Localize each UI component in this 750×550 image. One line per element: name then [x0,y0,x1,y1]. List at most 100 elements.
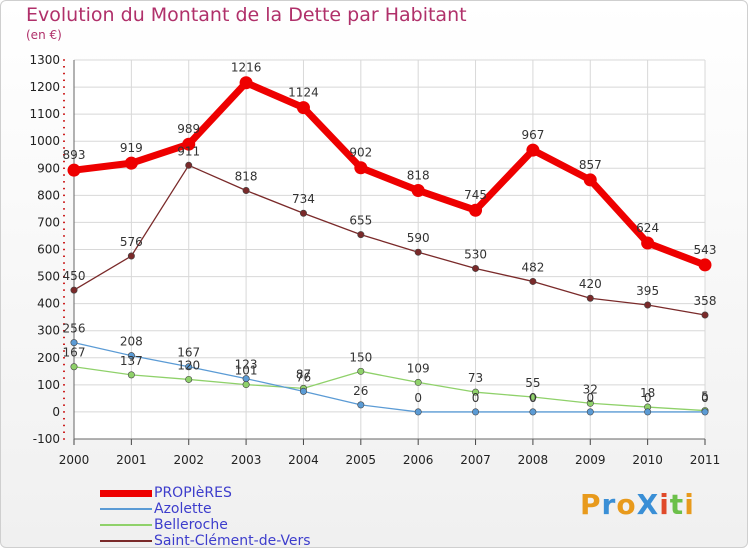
data-point [357,231,365,239]
logo-letter: i [684,488,695,521]
y-minor-tick [63,289,65,291]
y-minor-tick [63,336,65,339]
data-point [529,408,537,416]
y-minor-tick [63,79,65,82]
y-tick-label: 1000 [29,134,60,148]
y-minor-tick [63,221,65,224]
data-point [299,387,307,395]
y-minor-tick [63,126,65,129]
data-label: 395 [636,284,659,298]
y-minor-tick [63,404,65,406]
y-minor-tick [63,208,65,210]
data-label: 745 [464,188,487,202]
data-label: 150 [349,350,372,364]
legend-swatch [100,540,152,542]
data-label: 989 [177,122,200,136]
y-minor-tick [63,140,65,142]
data-label: 5 [701,390,709,404]
data-point [472,388,480,396]
y-minor-tick [63,343,65,345]
data-label: 358 [694,294,717,308]
data-point [586,408,594,416]
x-tick-label: 2010 [632,453,663,467]
legend-swatch [100,524,152,526]
data-point [529,277,537,285]
y-tick-label: 700 [37,215,60,229]
x-tick-label: 2003 [231,453,262,467]
logo-letter: X [636,488,660,521]
legend-label: Saint-Clément-de-Vers [154,533,311,549]
y-minor-tick [63,424,65,427]
data-point [242,381,250,389]
data-point [586,399,594,407]
y-tick-label: 100 [37,378,60,392]
y-minor-tick [63,363,65,366]
y-minor-tick [63,86,65,88]
y-minor-tick [63,417,65,420]
data-label: 26 [353,384,368,398]
data-label: 0 [529,391,537,405]
data-label: 256 [63,322,86,336]
y-minor-tick [63,187,65,190]
logo-letter: i [659,488,670,521]
y-minor-tick [63,181,65,183]
y-minor-tick [63,72,65,75]
data-label: 55 [525,376,540,390]
data-label: 919 [120,141,143,155]
data-label: 576 [120,235,143,249]
series-line [73,164,706,316]
data-label: 543 [694,243,717,257]
data-label: 624 [636,221,659,235]
data-point [124,156,138,170]
y-minor-tick [63,133,65,136]
y-minor-tick [63,147,65,149]
data-label: 32 [583,382,598,396]
data-label: 76 [296,370,311,384]
x-tick-label: 2001 [116,453,147,467]
series-line [70,79,709,269]
y-tick-label: 900 [37,161,60,175]
y-minor-tick [63,194,65,197]
x-tick-label: 2000 [59,453,90,467]
logo-letter: r [601,488,617,521]
data-point [472,264,480,272]
y-minor-tick [63,302,65,305]
y-tick-label: 1200 [29,80,60,94]
x-tick-label: 2006 [403,453,434,467]
data-label: 0 [701,391,709,405]
y-minor-tick [63,241,65,244]
data-label: 0 [472,391,480,405]
data-point [242,375,250,383]
y-minor-tick [63,160,65,163]
y-tick-label: 200 [37,351,60,365]
data-point [414,378,422,386]
x-tick-label: 2009 [575,453,606,467]
chart-subtitle: (en €) [26,28,62,42]
data-point [469,203,483,217]
data-point [127,252,135,260]
y-tick-label: 800 [37,188,60,202]
data-point [414,248,422,256]
logo-letter: t [669,488,685,521]
legend-label: PROPIèRES [154,485,232,501]
y-minor-tick [63,167,65,170]
y-minor-tick [63,99,65,102]
data-label: 893 [63,148,86,162]
data-label: 87 [296,367,311,381]
data-label: 167 [177,346,200,360]
data-point [70,286,78,294]
y-minor-tick [63,59,65,61]
y-tick-label: -100 [33,432,60,446]
data-label: 0 [586,391,594,405]
data-label: 1216 [231,61,262,75]
y-minor-tick [63,357,65,359]
data-label: 0 [414,391,422,405]
data-point [185,363,193,371]
data-label: 73 [468,371,483,385]
data-label: 902 [349,146,372,160]
data-point [529,393,537,401]
y-tick-label: 500 [37,270,60,284]
data-label: 655 [349,214,372,228]
x-tick-label: 2007 [460,453,491,467]
